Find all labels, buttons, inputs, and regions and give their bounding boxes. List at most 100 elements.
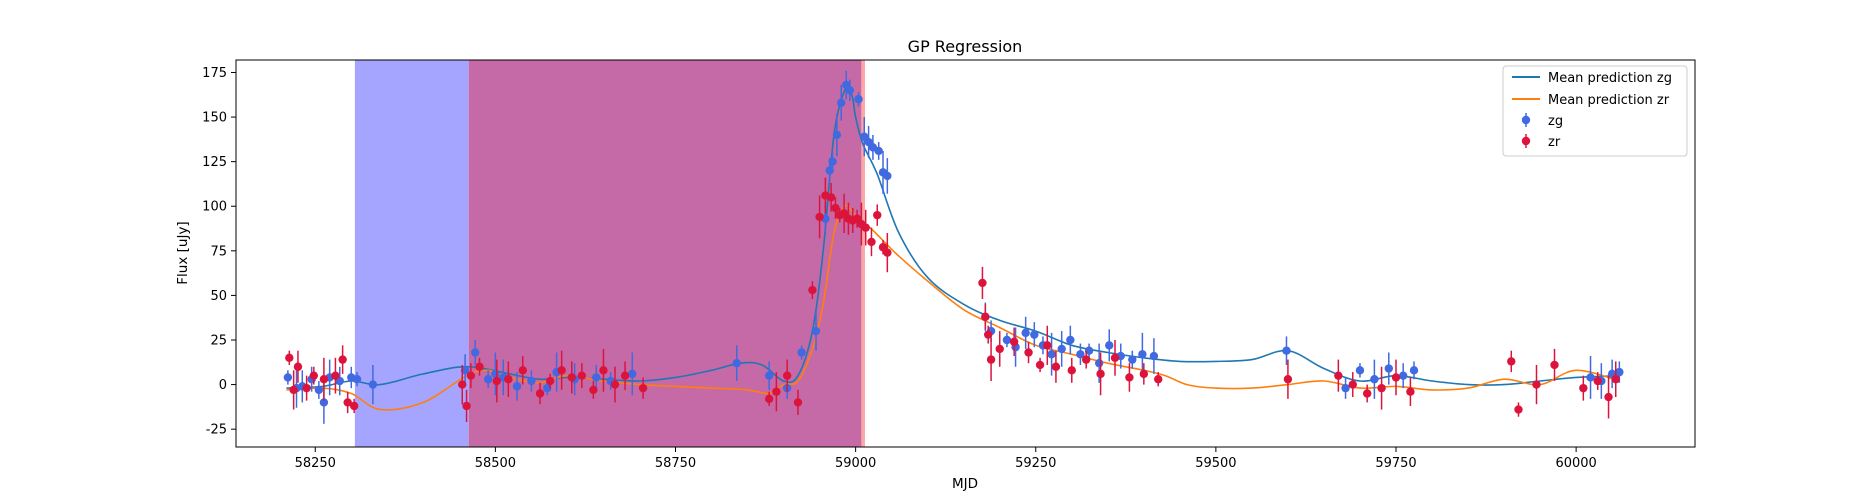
point-zg <box>512 382 522 391</box>
point-zr <box>1604 392 1613 402</box>
point-zr <box>873 210 882 220</box>
point-zr <box>1139 369 1149 379</box>
point-zg <box>527 376 536 386</box>
point-zg <box>283 373 293 382</box>
point-zr <box>1514 405 1523 414</box>
point-zg <box>1282 346 1291 355</box>
observation-points <box>283 70 1624 424</box>
point-zg <box>854 95 863 104</box>
point-zr <box>338 355 347 364</box>
x-axis-label: MJD <box>952 476 978 492</box>
point-zr <box>1391 373 1401 382</box>
point-zg <box>1586 373 1595 382</box>
point-zr <box>883 248 892 257</box>
legend-label-points-zr: zr <box>1548 135 1561 150</box>
point-zg <box>1409 366 1419 375</box>
legend: Mean prediction zg Mean prediction zr zg… <box>1502 65 1688 157</box>
legend-label-line-zr: Mean prediction zr <box>1548 93 1670 108</box>
point-zg <box>543 383 552 393</box>
point-zg <box>592 373 601 382</box>
point-zr <box>1334 371 1343 380</box>
point-zr <box>983 330 993 339</box>
point-zr <box>1051 362 1061 371</box>
point-zg <box>352 375 362 384</box>
point-zr <box>518 366 527 375</box>
y-tick-label: -25 <box>206 423 227 438</box>
point-zr <box>462 401 471 411</box>
point-zr <box>319 375 329 384</box>
point-zg <box>1128 355 1137 364</box>
point-zr <box>638 383 648 393</box>
y-tick-label: 125 <box>202 155 227 170</box>
point-zr <box>1362 389 1372 398</box>
point-zr <box>1507 357 1516 366</box>
point-zr <box>995 344 1004 354</box>
x-tick-label: 58750 <box>655 456 696 471</box>
point-zr <box>831 203 840 213</box>
point-zr <box>1110 353 1120 363</box>
point-zg <box>764 371 774 380</box>
point-zg <box>1149 351 1159 361</box>
point-zr <box>349 401 359 411</box>
point-zg <box>1615 367 1624 377</box>
point-zr <box>285 353 294 363</box>
point-zg <box>628 369 637 379</box>
point-zg <box>1399 371 1408 380</box>
point-zg <box>811 326 821 336</box>
point-zr <box>764 394 774 404</box>
point-zr <box>1377 383 1386 393</box>
point-zr <box>1348 380 1357 389</box>
point-zg <box>883 171 892 181</box>
point-zg <box>471 348 480 357</box>
point-zr <box>302 383 311 393</box>
shaded-region-zg <box>354 60 469 447</box>
x-tick-label: 59500 <box>1195 456 1236 471</box>
point-zr <box>492 376 502 386</box>
point-zr <box>289 385 298 395</box>
point-zr <box>1024 348 1033 357</box>
point-zr <box>1067 366 1076 375</box>
point-zg <box>1084 346 1094 355</box>
point-zg <box>491 369 500 379</box>
point-zg <box>1341 383 1350 393</box>
point-zr <box>1081 355 1091 364</box>
point-zg <box>1370 375 1379 384</box>
x-tick-label: 58500 <box>475 456 516 471</box>
point-zg <box>368 380 378 389</box>
point-zr <box>1579 383 1588 393</box>
point-zg <box>797 348 806 357</box>
point-zr <box>978 278 987 288</box>
y-tick-label: 150 <box>202 111 227 126</box>
point-zr <box>589 385 598 395</box>
x-tick-label: 59000 <box>835 456 876 471</box>
y-tick-label: 0 <box>219 378 227 393</box>
point-zr <box>782 371 792 380</box>
point-zr <box>1283 375 1293 384</box>
legend-box <box>1502 65 1688 157</box>
y-tick-label: 25 <box>210 333 227 348</box>
x-tick-label: 58250 <box>295 456 336 471</box>
point-zr <box>343 398 352 407</box>
point-zg <box>1105 341 1114 350</box>
point-zr <box>808 285 817 295</box>
point-zg <box>837 98 846 108</box>
point-zr <box>545 376 555 386</box>
point-zg <box>1384 364 1393 373</box>
x-tick-label: 60000 <box>1555 456 1596 471</box>
point-zg <box>1066 335 1075 345</box>
legend-point-zr <box>1521 136 1531 146</box>
point-zg <box>1076 350 1085 359</box>
point-zg <box>483 375 493 384</box>
point-zg <box>1355 366 1365 375</box>
y-tick-label: 100 <box>202 200 227 215</box>
legend-swatch-points-zg <box>1521 113 1531 127</box>
point-zr <box>1096 369 1105 379</box>
point-zg <box>1138 350 1147 359</box>
point-zr <box>1532 380 1541 389</box>
point-zr <box>475 362 484 371</box>
axis-ticks: 58250 58500 58750 59000 59250 59500 59750 60000… <box>202 66 1597 471</box>
point-zr <box>293 362 303 371</box>
point-zr <box>861 223 870 232</box>
point-zg <box>1057 344 1066 354</box>
